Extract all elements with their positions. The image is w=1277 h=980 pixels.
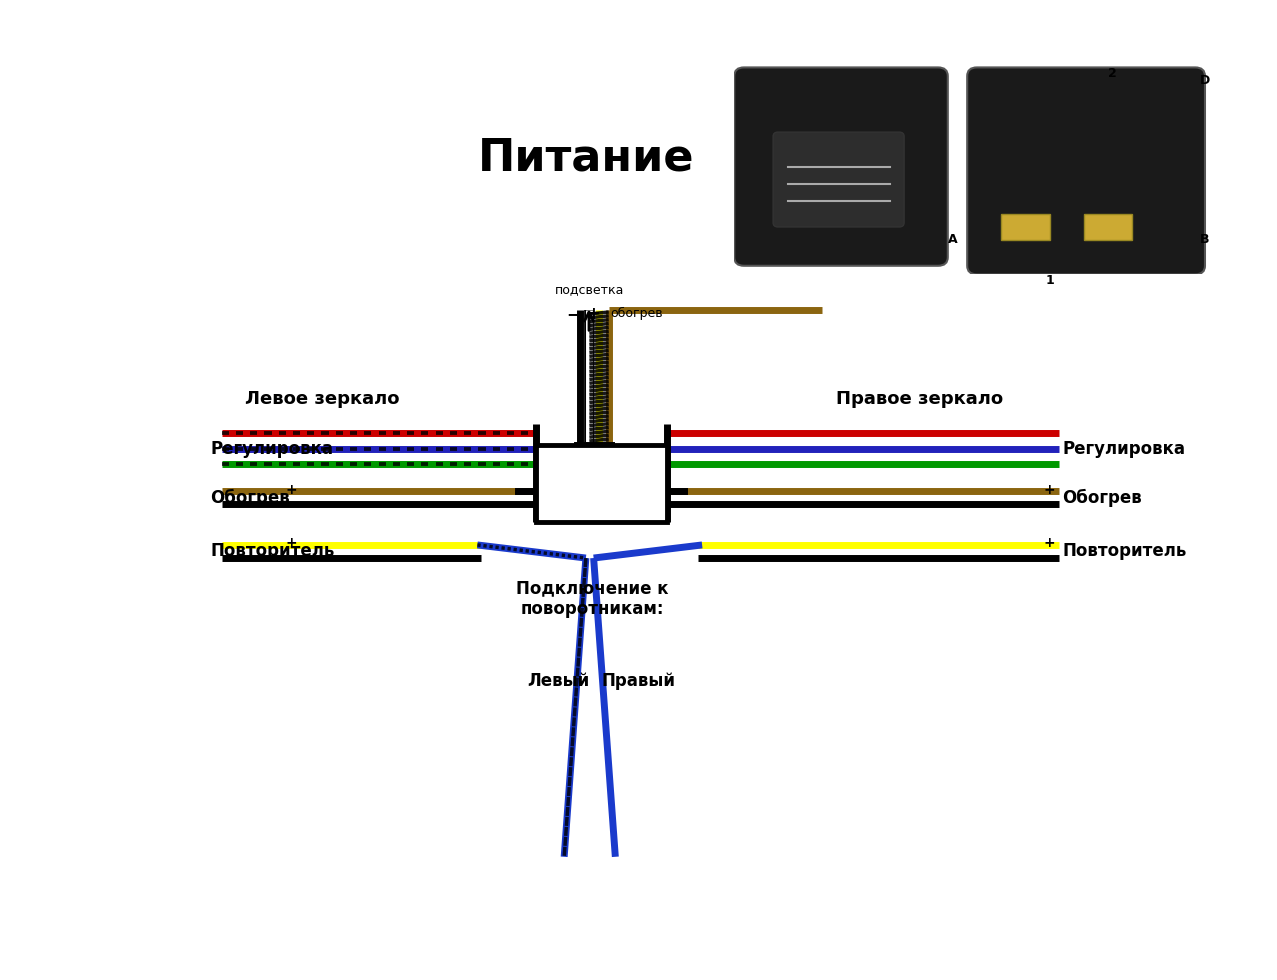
Text: −: −	[1043, 550, 1055, 564]
Text: Повторитель: Повторитель	[209, 543, 335, 561]
Text: D: D	[1200, 74, 1211, 87]
Text: Левый: Левый	[527, 672, 589, 690]
Text: A: A	[948, 233, 958, 246]
Text: Регулировка: Регулировка	[1062, 440, 1185, 458]
Text: Обогрев: Обогрев	[1062, 488, 1142, 507]
Text: +: +	[286, 482, 298, 497]
Text: Подключение к
поворотникам:: Подключение к поворотникам:	[516, 579, 668, 618]
Text: Повторитель: Повторитель	[1062, 543, 1186, 561]
Text: Регулировка: Регулировка	[209, 440, 333, 458]
FancyBboxPatch shape	[734, 68, 948, 266]
FancyBboxPatch shape	[967, 68, 1205, 274]
Text: −: −	[1043, 496, 1055, 510]
Text: подсветка: подсветка	[555, 283, 624, 296]
Bar	[1084, 214, 1133, 240]
FancyBboxPatch shape	[773, 132, 904, 227]
Text: 1: 1	[1046, 274, 1054, 287]
Text: −: −	[286, 496, 298, 510]
Text: −: −	[567, 305, 581, 323]
Text: обогрев: обогрев	[610, 308, 663, 320]
Text: Левое зеркало: Левое зеркало	[245, 390, 400, 408]
Text: Обогрев: Обогрев	[209, 488, 290, 507]
Text: 2: 2	[1108, 68, 1117, 80]
Text: +: +	[1043, 536, 1055, 551]
Text: +: +	[586, 305, 600, 323]
Bar	[1001, 214, 1050, 240]
Text: −: −	[286, 550, 298, 564]
Text: B: B	[1200, 233, 1209, 246]
Text: +: +	[286, 536, 298, 551]
Text: Правый: Правый	[601, 672, 676, 690]
Text: +: +	[1043, 482, 1055, 497]
Text: Правое зеркало: Правое зеркало	[835, 390, 1002, 408]
Text: Питание: Питание	[478, 137, 695, 180]
Bar	[535, 445, 668, 522]
